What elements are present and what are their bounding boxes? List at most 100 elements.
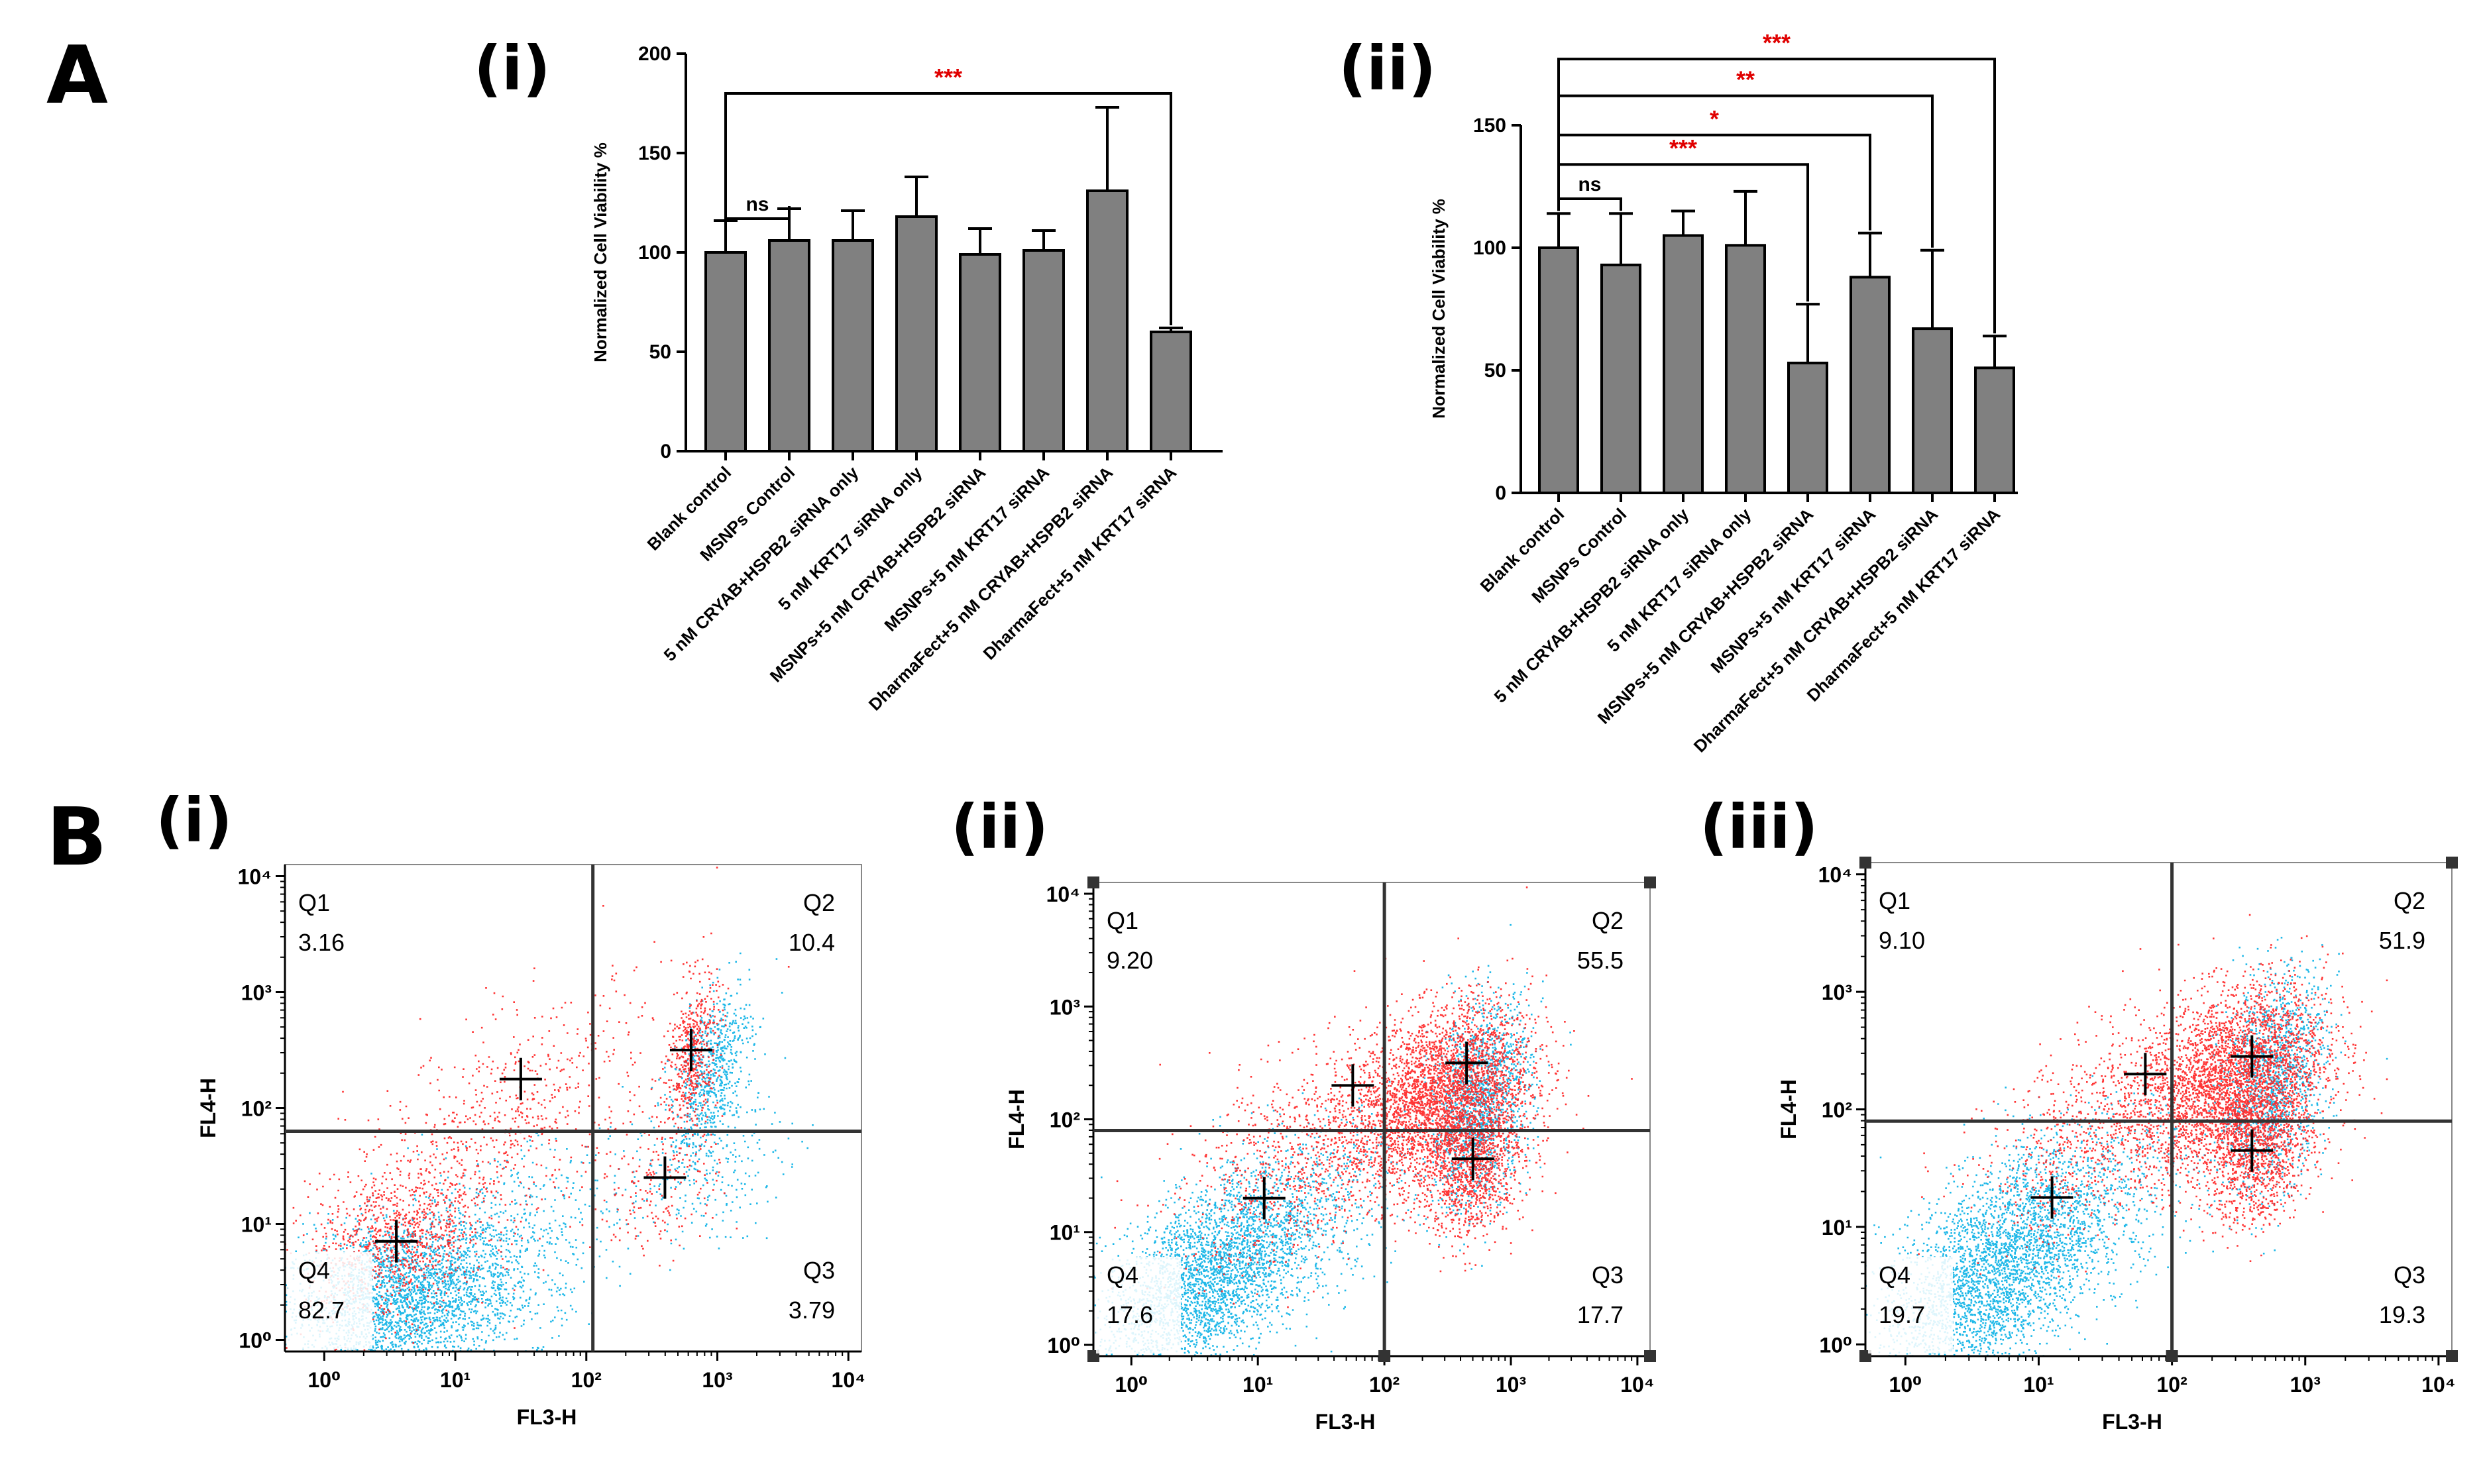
- bar: [1538, 246, 1579, 494]
- event-dots-cyan: [1093, 924, 1572, 1356]
- quadrant-name: Q4: [1879, 1261, 1910, 1289]
- bar: [1912, 327, 1953, 494]
- x-tick-label: 10³: [2290, 1373, 2321, 1397]
- gate-handle: [1378, 1350, 1391, 1362]
- bar: [704, 251, 747, 452]
- centroid-cross: [2124, 1053, 2167, 1096]
- y-tick-label: 10⁴: [1046, 882, 1080, 906]
- y-tick-label: 10⁴: [1818, 863, 1852, 887]
- event-dots-red: [1918, 863, 2388, 1278]
- quadrant-name: Q2: [803, 889, 835, 916]
- centroid-cross: [375, 1220, 418, 1263]
- x-tick-label: 10¹: [1242, 1373, 1273, 1397]
- panel-a-label: A: [46, 30, 108, 122]
- gate-handle: [2166, 1350, 2178, 1362]
- x-tick-label: 10¹: [2023, 1373, 2054, 1397]
- quadrant-percent: 17.7: [1577, 1301, 1624, 1328]
- gate-handle: [1859, 857, 1871, 869]
- quadrant-percent: 51.9: [2379, 927, 2425, 954]
- gate-handle: [2446, 1350, 2458, 1362]
- significance-ns-label: ns: [746, 193, 769, 215]
- x-tick-label: MSNPs+5 nM CRYAB+HSPB2 siRNA: [1594, 504, 1818, 728]
- quadrant-name: Q2: [1592, 907, 1624, 934]
- x-tick-label: 10²: [571, 1368, 602, 1392]
- y-tick-label: 100: [1473, 237, 1506, 259]
- centroid-cross: [1445, 1041, 1488, 1085]
- bar: [895, 215, 938, 452]
- flow-plot-b-i: (i) 10⁰ 10⁰ 10¹ 10¹ 10² 10² 10³ 10³ 10⁴ 10⁴ FL3-H FL…: [156, 785, 865, 1429]
- y-axis-label: FL4-H: [1005, 1089, 1028, 1149]
- significance-star-label: ***: [1763, 29, 1791, 56]
- y-tick-label: 10³: [1050, 995, 1080, 1019]
- y-axis-label: Normalized Cell Viability %: [1429, 199, 1449, 419]
- gate-handle: [1644, 1350, 1656, 1362]
- x-tick-label: 10³: [702, 1368, 732, 1392]
- significance-bracket: [724, 206, 791, 220]
- quadrant-percent: 82.7: [298, 1297, 345, 1324]
- bar: [1600, 263, 1641, 494]
- gate-handle: [1644, 876, 1656, 888]
- y-tick-label: 10¹: [1822, 1216, 1852, 1240]
- quadrant-percent: 10.4: [789, 929, 835, 956]
- y-tick-label: 10⁰: [1047, 1334, 1080, 1357]
- quadrant-percent: 3.79: [789, 1297, 835, 1324]
- y-tick-label: 100: [638, 242, 671, 264]
- flow-plot-b-iii: (iii) 10⁰ 10⁰ 10¹ 10¹ 10² 10² 10³ 10³ 10⁴ 10⁴ FL3-H…: [1700, 792, 2458, 1434]
- gate-handle: [1087, 876, 1099, 888]
- bar: [768, 239, 810, 452]
- centroid-cross: [1331, 1064, 1374, 1107]
- y-tick-label: 10³: [1822, 980, 1852, 1004]
- bar: [1850, 276, 1891, 494]
- y-tick-label: 10⁴: [238, 865, 272, 889]
- significance-bracket: [1557, 133, 1871, 231]
- quadrant-percent: 55.5: [1577, 947, 1624, 974]
- bar: [1974, 366, 2015, 494]
- bar: [959, 253, 1001, 452]
- y-axis-label: FL4-H: [196, 1078, 220, 1138]
- panel-sublabel: (ii): [951, 792, 1048, 863]
- x-tick-label: 10⁰: [1889, 1373, 1922, 1397]
- x-tick-label: 10⁴: [2421, 1373, 2455, 1397]
- y-tick-label: 10⁰: [239, 1329, 272, 1353]
- bar-chart-a-ii: (ii) 0 50 100 150 Normalized Cell Viability %…: [1339, 29, 2018, 757]
- y-tick-label: 10⁰: [1819, 1333, 1852, 1357]
- quadrant-name: Q1: [298, 889, 330, 916]
- quadrant-percent: 19.7: [1879, 1301, 1925, 1328]
- y-axis-label: FL4-H: [1777, 1079, 1800, 1140]
- bar: [1787, 361, 1828, 495]
- centroid-cross: [2030, 1176, 2073, 1219]
- y-tick-label: 10³: [241, 981, 272, 1005]
- quadrant-percent: 9.10: [1879, 927, 1925, 954]
- y-tick-label: 10²: [1822, 1098, 1852, 1122]
- bar-chart-a-i: (i) 0 50 100 150 200 Normalized Cell Viability…: [474, 33, 1223, 715]
- x-tick-label: DharmaFect+5 nM CRYAB+HSPB2 siRNA: [865, 462, 1117, 715]
- x-axis-label: FL3-H: [517, 1405, 577, 1429]
- significance-star-label: ***: [1669, 134, 1697, 162]
- x-tick-label: 10²: [1369, 1373, 1400, 1397]
- y-tick-label: 10²: [1050, 1108, 1080, 1132]
- x-axis-label: FL3-H: [1315, 1410, 1376, 1434]
- panel-sublabel: (ii): [1339, 33, 1436, 104]
- gate-handle: [2446, 857, 2458, 869]
- centroid-cross: [1451, 1138, 1494, 1181]
- quadrant-name: Q1: [1879, 887, 1910, 914]
- q4-label-background: [1096, 1257, 1181, 1353]
- q4-label-background: [288, 1252, 372, 1349]
- centroid-cross: [643, 1156, 687, 1199]
- panel-sublabel: (i): [474, 33, 551, 104]
- quadrant-name: Q2: [2394, 887, 2425, 914]
- quadrant-name: Q3: [803, 1257, 835, 1284]
- event-dots-cyan: [1865, 937, 2388, 1356]
- bar: [1150, 331, 1192, 452]
- quadrant-name: Q3: [2394, 1261, 2425, 1289]
- bar: [1725, 244, 1766, 494]
- x-axis-label: FL3-H: [2102, 1410, 2162, 1434]
- centroid-cross: [499, 1057, 542, 1100]
- flow-plot-b-ii: (ii) 10⁰ 10⁰ 10¹ 10¹ 10² 10² 10³ 10³ 10⁴ 10⁴ FL3-H F…: [951, 792, 1656, 1434]
- x-tick-label: 10⁰: [1115, 1373, 1148, 1397]
- quadrant-name: Q4: [1107, 1261, 1138, 1289]
- q4-label-background: [1868, 1257, 1953, 1353]
- significance-bracket: [724, 92, 1172, 325]
- quadrant-percent: 19.3: [2379, 1301, 2425, 1328]
